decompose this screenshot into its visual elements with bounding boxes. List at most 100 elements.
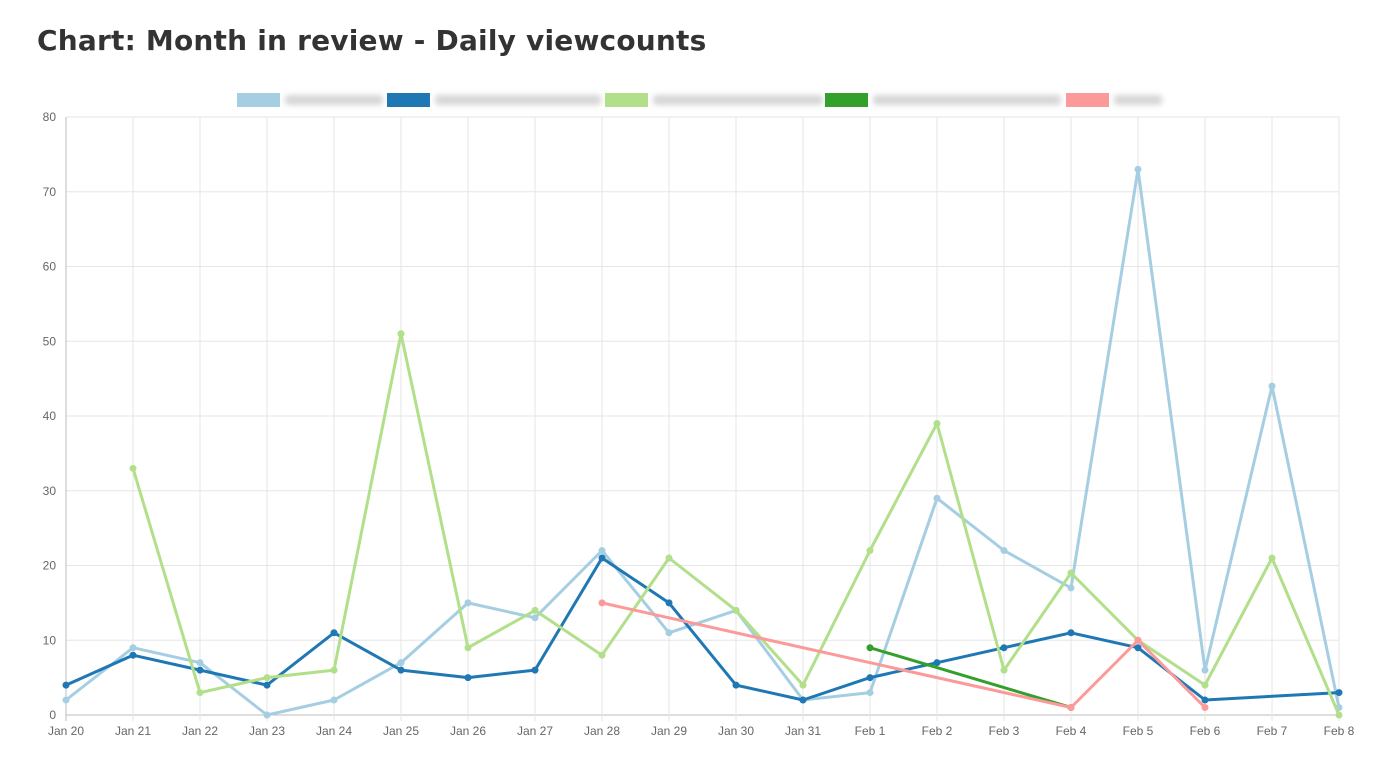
data-point	[866, 674, 874, 682]
data-point	[933, 494, 941, 502]
y-tick-label: 80	[43, 110, 57, 124]
data-point	[1067, 704, 1075, 712]
data-point	[330, 696, 338, 704]
y-tick-label: 50	[43, 334, 57, 348]
data-point	[866, 547, 874, 555]
series-4	[598, 599, 1209, 712]
data-point	[799, 681, 807, 689]
data-point	[129, 464, 137, 472]
y-tick-label: 10	[43, 633, 57, 647]
data-point	[397, 659, 405, 667]
data-point	[1067, 629, 1075, 637]
data-point	[598, 554, 606, 562]
data-point	[129, 644, 137, 652]
series-2	[129, 330, 1343, 719]
x-tick-label: Jan 24	[316, 724, 352, 738]
grid	[65, 116, 1340, 721]
data-point	[1201, 704, 1209, 712]
data-point	[598, 599, 606, 607]
data-point	[866, 689, 874, 697]
x-tick-label: Feb 8	[1324, 724, 1355, 738]
legend-swatch	[387, 93, 430, 107]
data-point	[1335, 689, 1343, 697]
y-tick-label: 40	[43, 409, 57, 423]
data-point	[665, 599, 673, 607]
data-point	[330, 629, 338, 637]
data-point	[129, 651, 137, 659]
legend-label-redacted	[873, 95, 1061, 105]
x-tick-label: Jan 27	[517, 724, 553, 738]
data-point	[196, 666, 204, 674]
series-line	[868, 646, 1073, 709]
x-tick-label: Jan 26	[450, 724, 486, 738]
x-tick-label: Jan 29	[651, 724, 687, 738]
data-point	[196, 659, 204, 667]
data-point	[397, 666, 405, 674]
data-point	[933, 419, 941, 427]
x-tick-label: Jan 22	[182, 724, 218, 738]
data-point	[1067, 569, 1075, 577]
data-point	[263, 681, 271, 689]
y-tick-label: 0	[49, 708, 56, 722]
data-point	[598, 547, 606, 555]
data-point	[1134, 165, 1142, 173]
data-point	[799, 696, 807, 704]
data-point	[1268, 382, 1276, 390]
data-point	[1067, 584, 1075, 592]
legend-swatch	[605, 93, 648, 107]
x-tick-label: Feb 5	[1123, 724, 1154, 738]
data-point	[397, 330, 405, 338]
x-tick-label: Jan 23	[249, 724, 285, 738]
legend-label-redacted	[653, 95, 823, 105]
data-point	[732, 606, 740, 614]
data-point	[263, 674, 271, 682]
data-point	[464, 644, 472, 652]
x-tick-label: Jan 30	[718, 724, 754, 738]
legend-item	[237, 93, 383, 107]
data-point	[598, 651, 606, 659]
data-point	[933, 659, 941, 667]
y-tick-label: 20	[43, 559, 57, 573]
x-tick-label: Jan 21	[115, 724, 151, 738]
x-tick-label: Jan 28	[584, 724, 620, 738]
data-point	[196, 689, 204, 697]
page-title: Chart: Month in review - Daily viewcount…	[37, 24, 707, 57]
data-point	[1201, 696, 1209, 704]
x-tick-label: Jan 25	[383, 724, 419, 738]
legend-swatch	[1066, 93, 1109, 107]
data-point	[62, 696, 70, 704]
data-point	[1268, 554, 1276, 562]
y-tick-label: 70	[43, 185, 57, 199]
data-point	[531, 666, 539, 674]
y-tick-label: 60	[43, 260, 57, 274]
data-point	[1000, 547, 1008, 555]
x-tick-label: Jan 31	[785, 724, 821, 738]
y-tick-label: 30	[43, 484, 57, 498]
legend-item	[387, 93, 601, 107]
data-point	[330, 666, 338, 674]
legend-swatch	[237, 93, 280, 107]
data-point	[1000, 644, 1008, 652]
x-tick-label: Feb 6	[1190, 724, 1221, 738]
legend-item	[1066, 93, 1162, 107]
data-point	[1201, 666, 1209, 674]
series-line	[64, 167, 1341, 717]
data-point	[1000, 666, 1008, 674]
x-tick-label: Feb 4	[1056, 724, 1087, 738]
legend-label-redacted	[1114, 95, 1162, 105]
legend-swatch	[825, 93, 868, 107]
data-point	[263, 711, 271, 719]
data-point	[1335, 711, 1343, 719]
series-0	[62, 165, 1343, 719]
x-tick-label: Feb 7	[1257, 724, 1288, 738]
data-point	[464, 674, 472, 682]
data-point	[1134, 644, 1142, 652]
x-tick-label: Jan 20	[48, 724, 84, 738]
legend-item	[825, 93, 1061, 107]
x-tick-label: Feb 2	[922, 724, 953, 738]
data-point	[1134, 636, 1142, 644]
data-point	[531, 606, 539, 614]
data-point	[665, 629, 673, 637]
legend	[237, 93, 1162, 107]
